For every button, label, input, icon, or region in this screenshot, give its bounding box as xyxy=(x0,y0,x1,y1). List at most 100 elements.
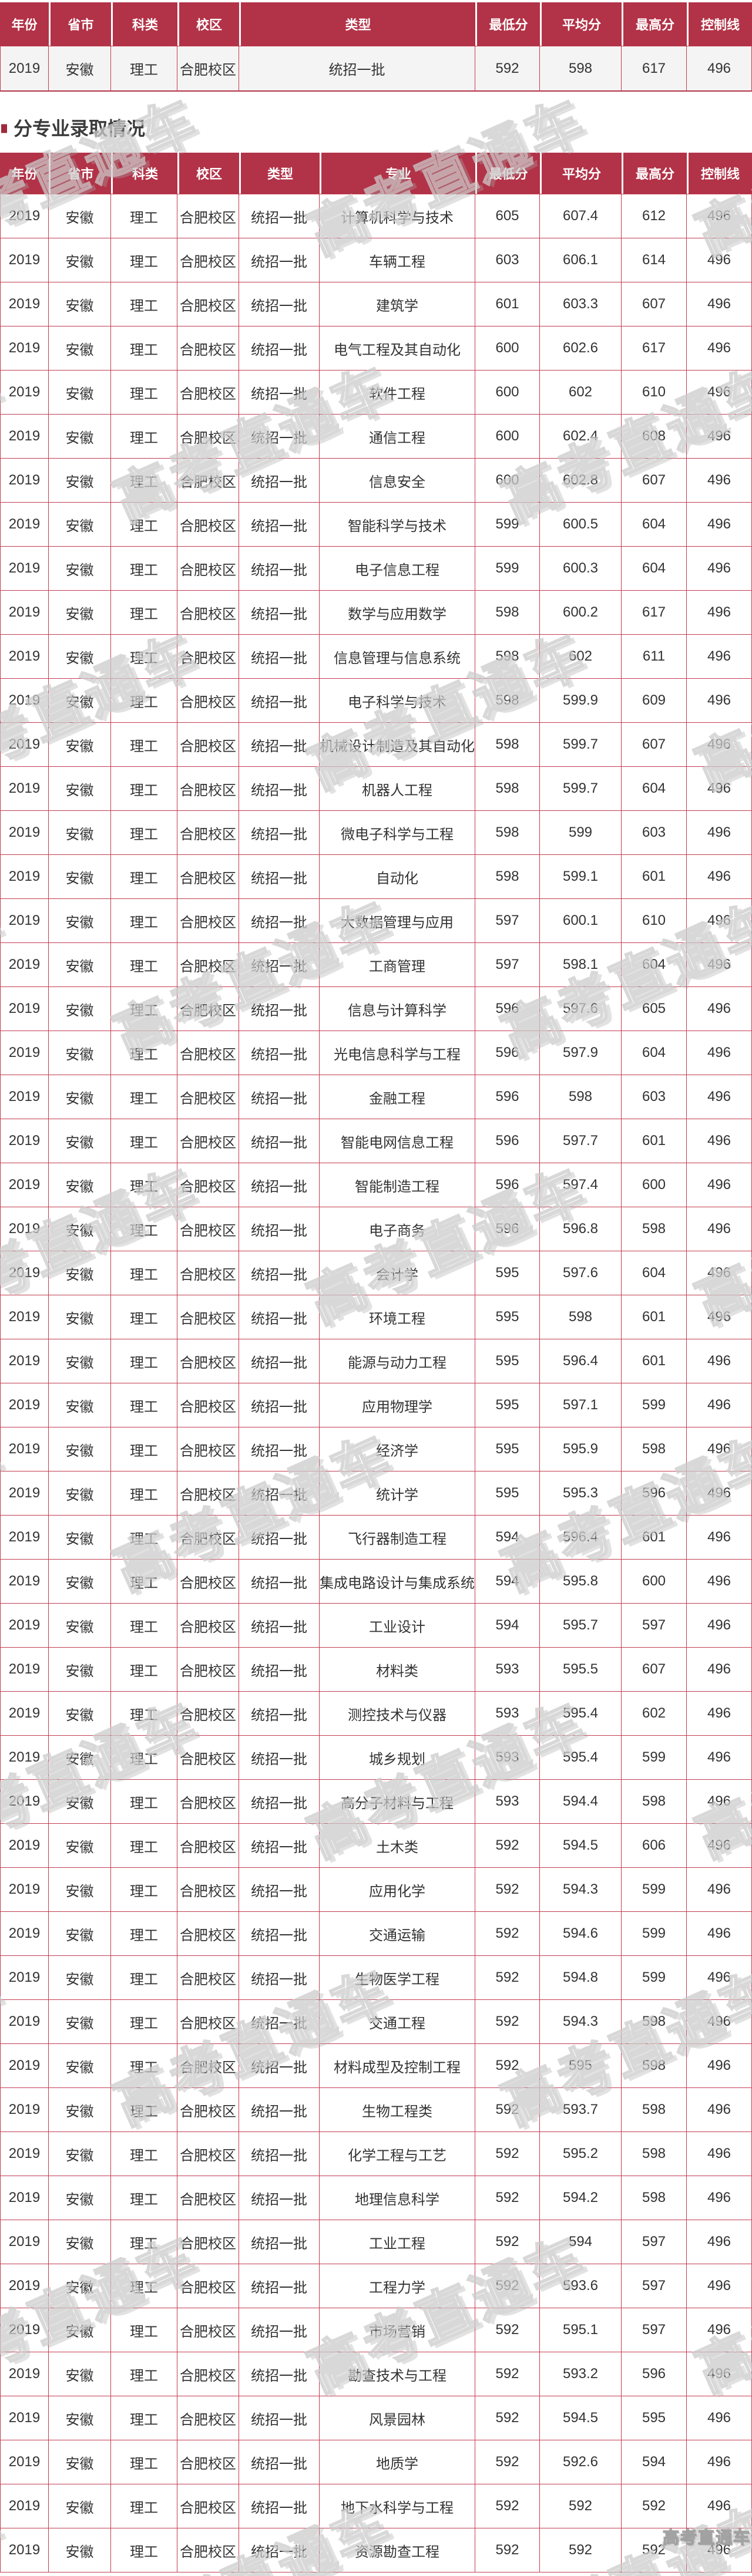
table-cell: 理工 xyxy=(111,1383,177,1427)
table-cell: 595 xyxy=(475,1251,540,1295)
table-cell: 607 xyxy=(622,282,687,326)
table-cell: 统招一批 xyxy=(239,679,320,723)
table-row: 2019 安徽 理工 合肥校区 统招一批 土木类 592 594.5 606 496 xyxy=(0,1824,752,1868)
table-cell: 496 xyxy=(687,1163,752,1207)
table-cell: 合肥校区 xyxy=(177,1824,239,1868)
table-cell: 安徽 xyxy=(49,2396,111,2440)
table-cell: 2019 xyxy=(0,1956,49,2000)
table-cell: 理工 xyxy=(111,1868,177,1912)
table-cell: 603 xyxy=(622,1075,687,1119)
table-cell: 605 xyxy=(622,987,687,1031)
table-cell: 理工 xyxy=(111,2044,177,2088)
table-cell: 统招一批 xyxy=(239,1868,320,1912)
table-row: 2019 安徽 理工 合肥校区 统招一批 计算机科学与技术 605 607.4 612 496 xyxy=(0,194,752,238)
table-cell: 测控技术与仪器 xyxy=(320,1692,475,1736)
table-cell: 统招一批 xyxy=(239,987,320,1031)
table-cell: 理工 xyxy=(111,2396,177,2440)
table-cell: 安徽 xyxy=(49,1516,111,1560)
header-cell: 科类 xyxy=(111,2,177,46)
table-cell: 电气工程及其自动化 xyxy=(320,326,475,371)
table-cell: 592.6 xyxy=(540,2440,622,2484)
table-cell: 2019 xyxy=(0,855,49,899)
table-cell: 统招一批 xyxy=(239,459,320,503)
table-row: 2019 安徽 理工 合肥校区 统招一批 工业工程 592 594 597 496 xyxy=(0,2220,752,2264)
table-cell: 593 xyxy=(475,1780,540,1824)
table-cell: 安徽 xyxy=(49,282,111,326)
table-cell: 统招一批 xyxy=(239,1383,320,1427)
section-title: 分专业录取情况 xyxy=(0,116,752,141)
table-cell: 统招一批 xyxy=(239,415,320,459)
table-cell: 安徽 xyxy=(49,326,111,371)
table-cell: 496 xyxy=(687,1251,752,1295)
table-cell: 2019 xyxy=(0,767,49,811)
table-cell: 合肥校区 xyxy=(177,943,239,987)
table-cell: 统招一批 xyxy=(239,2396,320,2440)
table-cell: 592 xyxy=(622,2484,687,2528)
table-row: 2019 安徽 理工 合肥校区 统招一批 地下水科学与工程 592 592 592 496 xyxy=(0,2484,752,2528)
table-cell: 安徽 xyxy=(49,1824,111,1868)
table-cell: 592 xyxy=(475,2220,540,2264)
table-cell: 理工 xyxy=(111,2264,177,2308)
table-cell: 统招一批 xyxy=(239,326,320,371)
table-cell: 496 xyxy=(687,2264,752,2308)
table-cell: 496 xyxy=(687,723,752,767)
table-cell: 合肥校区 xyxy=(177,899,239,943)
table-row: 2019 安徽 理工 合肥校区 统招一批 交通运输 592 594.6 599 496 xyxy=(0,1912,752,1956)
table-cell: 统招一批 xyxy=(239,1648,320,1692)
table-cell: 安徽 xyxy=(49,1031,111,1075)
table-cell: 理工 xyxy=(111,1956,177,2000)
table-cell: 496 xyxy=(687,1824,752,1868)
table-cell: 598 xyxy=(622,1427,687,1471)
table-cell: 597.7 xyxy=(540,1119,622,1163)
header-cell: 最低分 xyxy=(475,153,540,194)
table-cell: 建筑学 xyxy=(320,282,475,326)
table-cell: 安徽 xyxy=(49,371,111,415)
table-cell: 合肥校区 xyxy=(177,1648,239,1692)
table-cell: 合肥校区 xyxy=(177,1031,239,1075)
table-row: 2019 安徽 理工 合肥校区 统招一批 大数据管理与应用 597 600.1 610 496 xyxy=(0,899,752,943)
table-cell: 合肥校区 xyxy=(177,46,239,92)
table-cell: 496 xyxy=(687,2220,752,2264)
table-cell: 603.3 xyxy=(540,282,622,326)
table-row: 2019 安徽 理工 合肥校区 统招一批 材料类 593 595.5 607 496 xyxy=(0,1648,752,1692)
table-cell: 理工 xyxy=(111,194,177,238)
table-cell: 595.5 xyxy=(540,1648,622,1692)
table-cell: 2019 xyxy=(0,1648,49,1692)
table-cell: 理工 xyxy=(111,1912,177,1956)
table-cell: 统招一批 xyxy=(239,1295,320,1339)
table-cell: 合肥校区 xyxy=(177,547,239,591)
table-cell: 理工 xyxy=(111,2528,177,2572)
table-cell: 496 xyxy=(687,1119,752,1163)
table-cell: 交通运输 xyxy=(320,1912,475,1956)
table-row: 2019 安徽 理工 合肥校区 统招一批 通信工程 600 602.4 608 496 xyxy=(0,415,752,459)
table-cell: 496 xyxy=(687,635,752,679)
header-cell: 最高分 xyxy=(622,2,687,46)
table-cell: 592 xyxy=(475,2132,540,2176)
table-cell: 合肥校区 xyxy=(177,2484,239,2528)
table-cell: 合肥校区 xyxy=(177,1692,239,1736)
table-cell: 统招一批 xyxy=(239,1339,320,1383)
table-cell: 2019 xyxy=(0,1868,49,1912)
table-cell: 合肥校区 xyxy=(177,1471,239,1516)
table-cell: 602.4 xyxy=(540,415,622,459)
header-cell: 年份 xyxy=(0,2,49,46)
table-row: 2019 安徽 理工 合肥校区 统招一批 信息管理与信息系统 598 602 611 496 xyxy=(0,635,752,679)
table-cell: 安徽 xyxy=(49,1427,111,1471)
table-row: 2019 安徽 理工 合肥校区 统招一批 地理信息科学 592 594.2 598 496 xyxy=(0,2176,752,2220)
table-cell: 592 xyxy=(475,2044,540,2088)
table-cell: 安徽 xyxy=(49,679,111,723)
table-cell: 理工 xyxy=(111,1075,177,1119)
table-cell: 598 xyxy=(475,855,540,899)
table-cell: 应用化学 xyxy=(320,1868,475,1912)
table-cell: 2019 xyxy=(0,1251,49,1295)
table-cell: 勘查技术与工程 xyxy=(320,2352,475,2396)
table-cell: 595 xyxy=(475,1339,540,1383)
table-cell: 通信工程 xyxy=(320,415,475,459)
table-cell: 592 xyxy=(475,2352,540,2396)
header-cell: 类型 xyxy=(239,153,320,194)
table-cell: 596 xyxy=(475,1075,540,1119)
table-cell: 安徽 xyxy=(49,2044,111,2088)
table-cell: 603 xyxy=(622,811,687,855)
table-cell: 统招一批 xyxy=(239,1207,320,1251)
table-cell: 理工 xyxy=(111,282,177,326)
